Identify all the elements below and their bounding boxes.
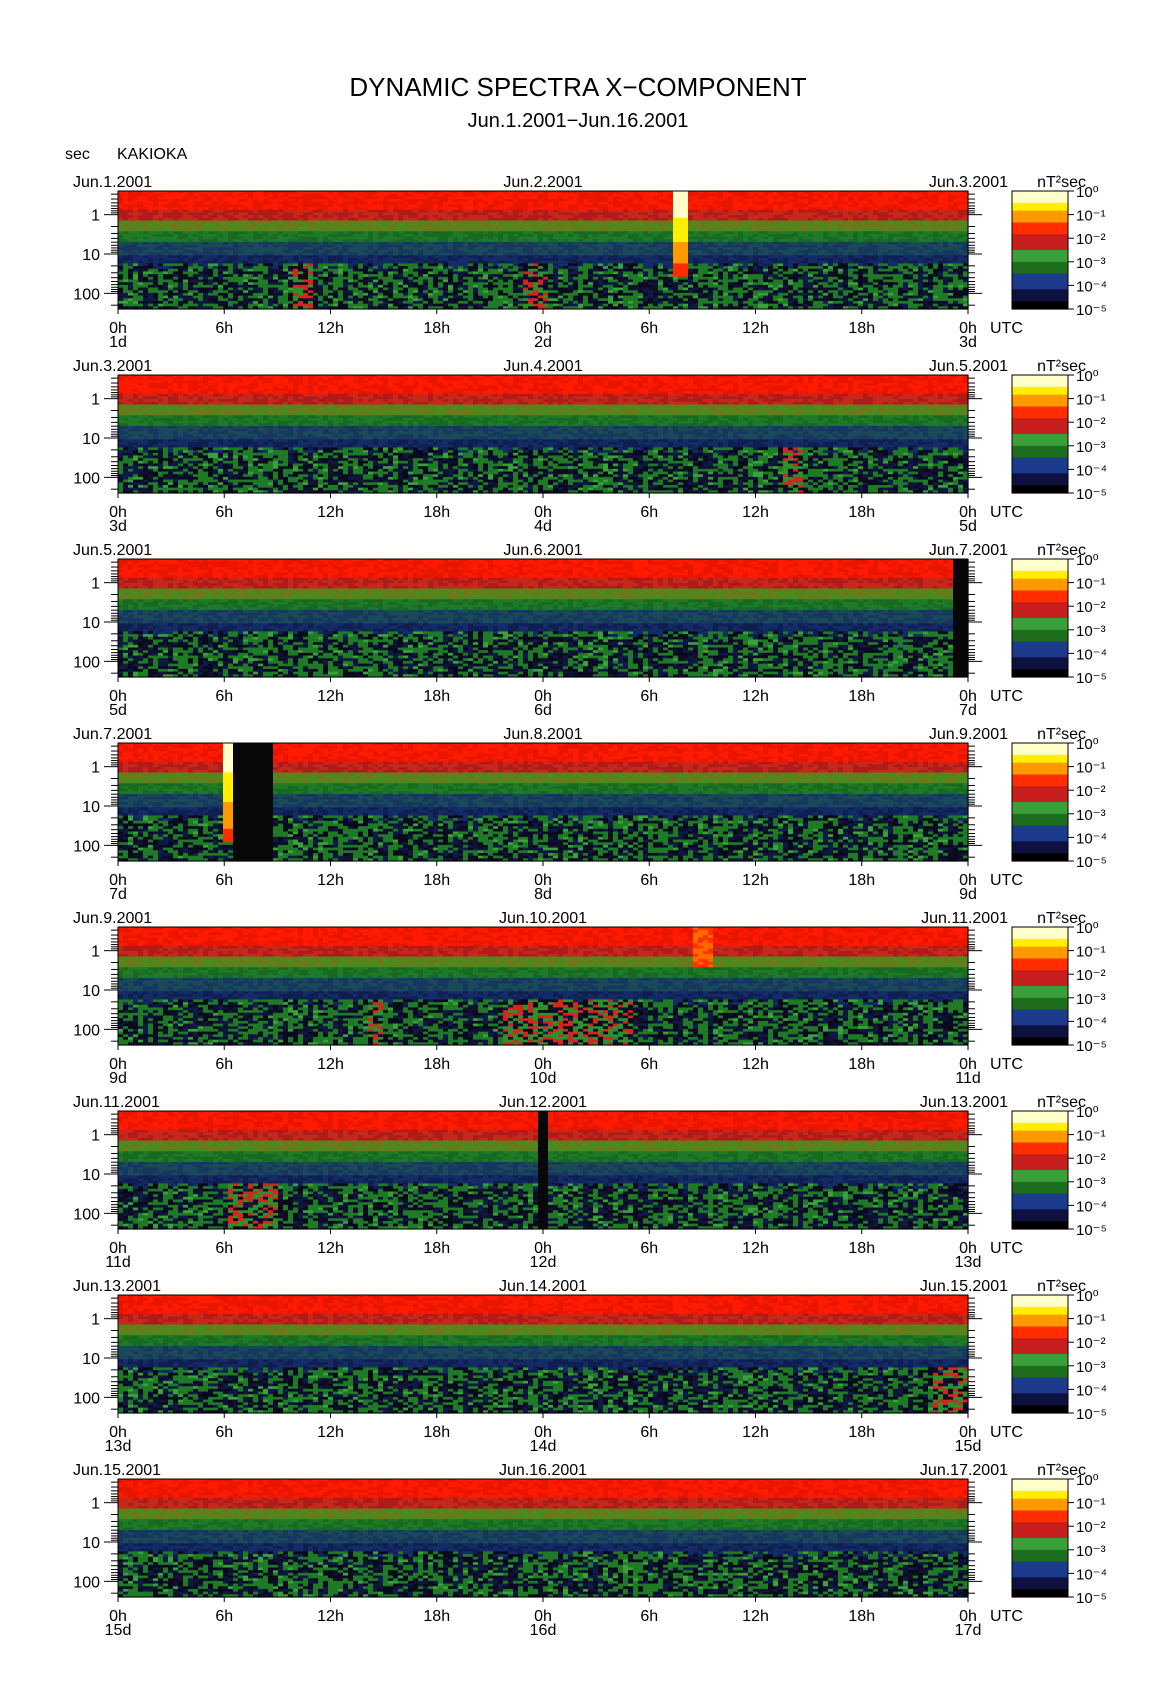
spectrum-heatmap: [118, 191, 969, 310]
